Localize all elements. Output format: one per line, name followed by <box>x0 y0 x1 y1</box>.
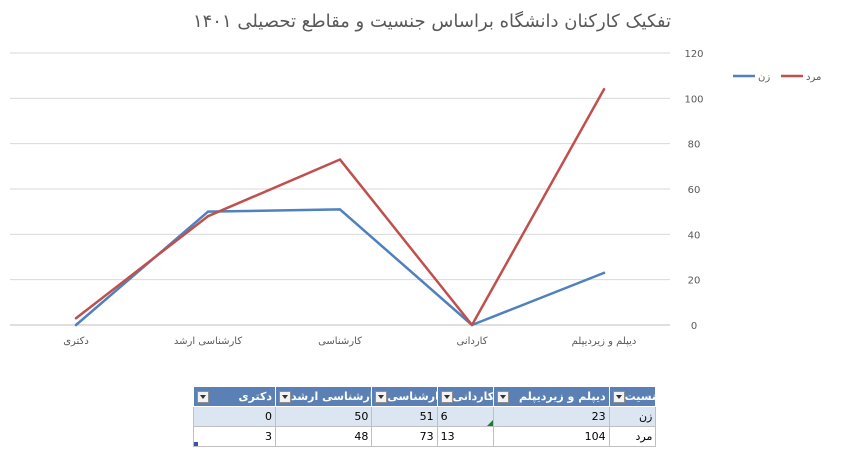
x-tick-label: کاردانی <box>457 336 488 347</box>
series-line <box>74 208 606 327</box>
table-row: 3 48 73 13 104 مرد <box>193 426 657 447</box>
cell-karshenasi[interactable]: 51 <box>371 406 438 427</box>
data-point <box>74 317 78 320</box>
cell-kardani[interactable]: 13 <box>436 426 494 447</box>
resize-handle-icon[interactable] <box>194 442 198 446</box>
legend-label: مرد <box>806 72 821 83</box>
series-lines <box>74 88 606 327</box>
x-axis: دیپلم و زیردیپلم کاردانی کارشناسی کارشناسی … <box>63 336 636 347</box>
y-tick-label: 20 <box>688 276 701 287</box>
data-point <box>602 88 606 91</box>
header-karshenasi[interactable]: کارشناسی <box>371 386 438 407</box>
x-tick-label: کارشناسی <box>318 336 362 347</box>
data-point <box>338 208 342 211</box>
data-point <box>602 271 606 275</box>
x-tick-label: کارشناسی ارشد <box>174 336 242 347</box>
table-row: 0 50 51 6 23 زن <box>193 406 657 427</box>
cell-arshad[interactable]: 48 <box>274 426 373 447</box>
filter-dropdown-icon[interactable] <box>612 391 625 403</box>
y-tick-label: 100 <box>684 94 703 105</box>
data-table[interactable]: دکتری کارشناسی ارشد کارشناسی کاردانی دیپ… <box>193 386 657 447</box>
header-gender[interactable]: جنسیت <box>608 386 657 407</box>
line-chart: تفکیک کارکنان دانشگاه براساس جنسیت و مقا… <box>10 10 821 347</box>
data-point <box>470 323 474 327</box>
series-line <box>74 88 606 327</box>
filter-dropdown-icon[interactable] <box>440 391 453 403</box>
header-doctor[interactable]: دکتری <box>193 386 276 407</box>
filter-dropdown-icon[interactable] <box>279 391 291 403</box>
cell-doctor[interactable]: 0 <box>193 406 276 427</box>
table-header-row: دکتری کارشناسی ارشد کارشناسی کاردانی دیپ… <box>193 386 657 407</box>
cell-gender[interactable]: مرد <box>608 426 657 447</box>
header-kardani[interactable]: کاردانی <box>436 386 494 407</box>
cell-gender[interactable]: زن <box>608 406 657 427</box>
y-tick-label: 60 <box>688 185 701 196</box>
cell-karshenasi[interactable]: 73 <box>371 426 438 447</box>
y-tick-label: 80 <box>688 140 701 151</box>
data-point <box>338 158 342 161</box>
data-point <box>206 215 210 218</box>
filter-dropdown-icon[interactable] <box>197 391 209 403</box>
filter-dropdown-icon[interactable] <box>496 391 509 403</box>
legend-label: زن <box>758 72 770 83</box>
data-point <box>74 323 78 327</box>
data-point <box>206 210 210 213</box>
y-tick-label: 40 <box>688 230 701 241</box>
legend: مرد زن <box>733 72 821 83</box>
header-arshad[interactable]: کارشناسی ارشد <box>274 386 373 407</box>
x-tick-label: دکتری <box>63 336 89 347</box>
filter-dropdown-icon[interactable] <box>375 391 388 403</box>
cell-kardani[interactable]: 6 <box>436 406 494 427</box>
chart-title: تفکیک کارکنان دانشگاه براساس جنسیت و مقا… <box>193 10 671 32</box>
y-tick-label: 120 <box>684 49 703 60</box>
gridlines <box>10 52 670 326</box>
cell-diploma[interactable]: 104 <box>492 426 610 447</box>
header-diploma[interactable]: دیپلم و زیردیپلم <box>492 386 610 407</box>
cell-arshad[interactable]: 50 <box>274 406 373 427</box>
y-axis: 0 20 40 60 80 100 120 <box>684 49 703 332</box>
cell-diploma[interactable]: 23 <box>492 406 610 427</box>
x-tick-label: دیپلم و زیردیپلم <box>572 336 637 347</box>
cell-doctor[interactable]: 3 <box>193 426 276 447</box>
error-indicator-icon <box>486 420 493 426</box>
y-tick-label: 0 <box>691 321 697 332</box>
